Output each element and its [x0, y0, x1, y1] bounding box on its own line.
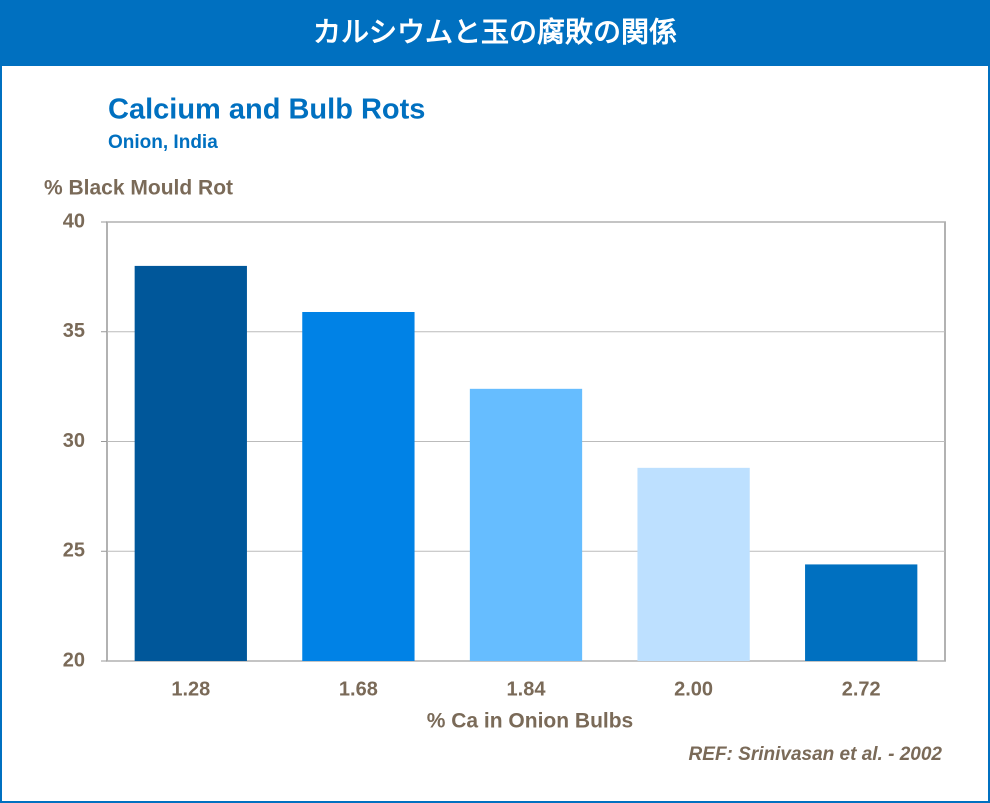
x-tick-label: 1.68 — [339, 678, 378, 700]
bar — [637, 467, 750, 661]
bar — [805, 564, 918, 661]
header-bar — [0, 0, 990, 66]
bar — [134, 265, 247, 661]
y-tick-label: 30 — [63, 430, 85, 452]
chart-subtitle: Onion, India — [108, 132, 218, 153]
y-tick-label: 40 — [63, 210, 85, 232]
y-axis-label: % Black Mould Rot — [44, 177, 233, 200]
x-tick-label: 2.72 — [842, 678, 881, 700]
reference-note: REF: Srinivasan et al. - 2002 — [689, 744, 943, 765]
chart-title: Calcium and Bulb Rots — [108, 94, 425, 126]
y-tick-label: 20 — [63, 649, 85, 671]
x-tick-label: 2.00 — [674, 678, 713, 700]
bar — [302, 311, 415, 661]
x-axis-label: % Ca in Onion Bulbs — [427, 710, 634, 733]
header-title: カルシウムと玉の腐敗の関係 — [313, 16, 677, 47]
x-tick-label: 1.28 — [171, 678, 210, 700]
x-tick-label: 1.84 — [507, 678, 547, 700]
bar — [469, 388, 583, 661]
y-tick-label: 25 — [63, 540, 85, 562]
y-tick-label: 35 — [63, 320, 85, 342]
